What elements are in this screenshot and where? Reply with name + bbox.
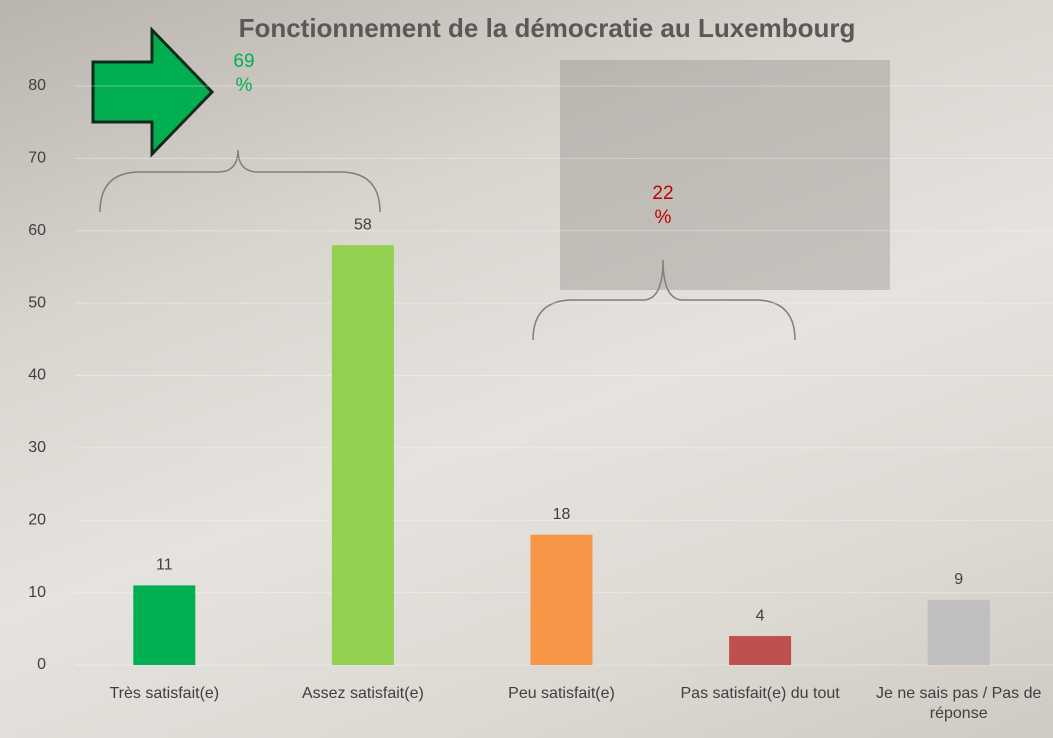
bar [729, 636, 792, 665]
data-label: 9 [954, 571, 963, 588]
y-tick-label: 30 [28, 439, 46, 456]
arrow [91, 26, 215, 158]
y-tick-label: 20 [28, 511, 46, 528]
y-tick-label: 60 [28, 222, 46, 239]
chart-title: Fonctionnement de la démocratie au Luxem… [239, 13, 856, 43]
y-tick-label: 40 [28, 367, 46, 384]
y-tick-label: 50 [28, 294, 46, 311]
background-window [560, 60, 890, 290]
x-tick-label: Très satisfait(e) [109, 685, 220, 702]
brace [99, 149, 381, 213]
bar [530, 534, 593, 665]
data-label: 18 [553, 506, 571, 523]
x-tick-label: Peu satisfait(e) [508, 685, 615, 702]
annotation: 22 % [652, 183, 674, 228]
bar [133, 585, 196, 665]
y-tick-label: 10 [28, 584, 46, 601]
bar [927, 599, 990, 665]
y-tick-label: 70 [28, 150, 46, 167]
brace [532, 259, 796, 341]
data-label: 11 [156, 557, 173, 574]
x-tick-label: Je ne sais pas / Pas de réponse [875, 685, 1042, 722]
data-label: 4 [756, 607, 765, 624]
x-tick-label: Pas satisfait(e) du tout [680, 685, 840, 702]
y-tick-label: 0 [37, 656, 46, 673]
y-tick-label: 80 [28, 77, 46, 94]
x-tick-label: Assez satisfait(e) [301, 685, 424, 702]
bar [331, 245, 394, 665]
annotation: 69 % [233, 51, 255, 96]
data-label: 58 [354, 216, 372, 233]
